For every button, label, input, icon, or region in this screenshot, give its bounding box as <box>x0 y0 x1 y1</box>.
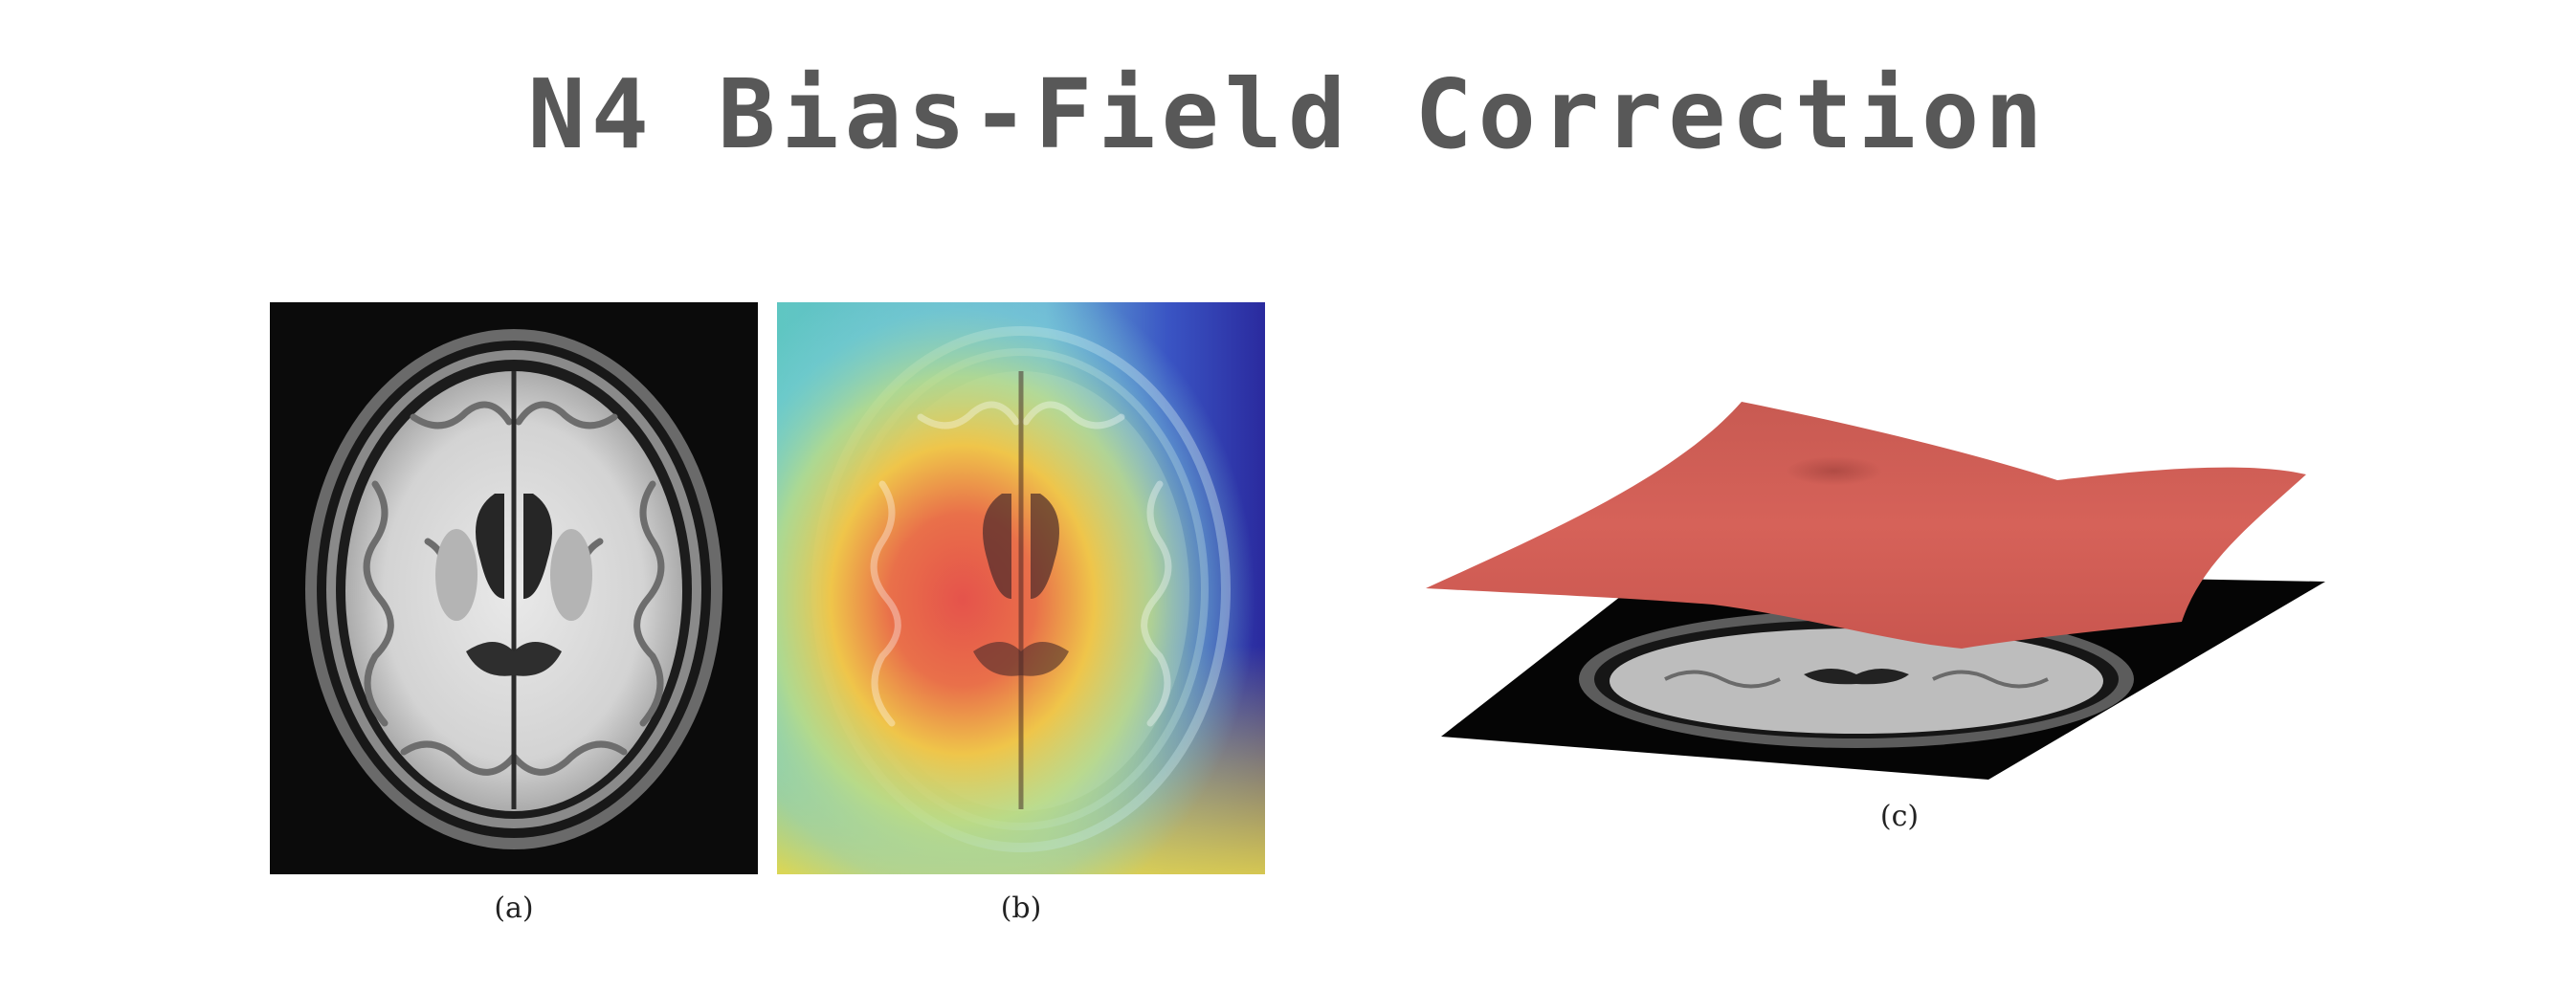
caption-b: (b) <box>1000 892 1042 925</box>
page-title: N4 Bias-Field Correction <box>527 58 2049 170</box>
bias-field-overlay-image <box>777 302 1265 874</box>
caption-a: (a) <box>494 892 534 925</box>
mri-slice-image <box>270 302 758 874</box>
caption-c: (c) <box>1879 800 1920 833</box>
bias-field-surface-3d <box>1426 402 2325 780</box>
